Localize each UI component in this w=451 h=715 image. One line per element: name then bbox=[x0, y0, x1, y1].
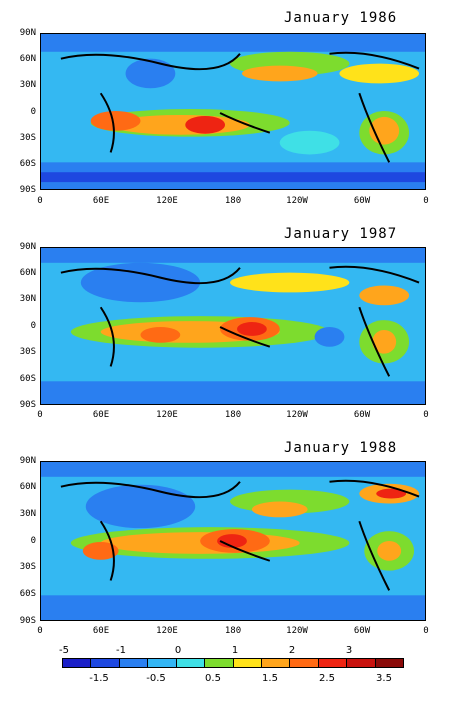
lon-label-1988-180: 180 bbox=[224, 626, 242, 636]
colorbar-swatch bbox=[261, 659, 291, 667]
lat-label-1986-60n: 60N bbox=[19, 54, 36, 64]
lon-label-1987-120e: 120E bbox=[156, 410, 178, 420]
lon-label-1986-60e: 60E bbox=[92, 196, 110, 206]
map-1987 bbox=[40, 247, 426, 405]
colorbar-bottom-label-0-5: 0.5 bbox=[205, 673, 221, 684]
lat-label-1987-30n: 30N bbox=[19, 294, 36, 304]
lat-label-1986-60s: 60S bbox=[19, 159, 36, 169]
map-1986 bbox=[40, 33, 426, 190]
colorbar bbox=[62, 658, 404, 668]
lat-label-1987-60n: 60N bbox=[19, 268, 36, 278]
colorbar-top-label-3: 3 bbox=[345, 645, 353, 656]
colorbar-top-label-2: 2 bbox=[288, 645, 296, 656]
colorbar-bottom-label-2-5: 2.5 bbox=[319, 673, 335, 684]
lon-label-1987-60w: 60W bbox=[353, 410, 371, 420]
lat-label-1987-0: 0 bbox=[30, 321, 36, 331]
lon-label-1988-0-east: 0 bbox=[423, 626, 429, 636]
lat-label-1988-60n: 60N bbox=[19, 482, 36, 492]
colorbar-bottom-label-neg1-5: -1.5 bbox=[89, 673, 109, 684]
lat-label-1988-90s: 90S bbox=[19, 616, 36, 626]
colorbar-swatch bbox=[148, 659, 177, 667]
panel-title-1988: January 1988 bbox=[284, 440, 398, 456]
colorbar-swatch bbox=[318, 659, 348, 667]
lon-label-1987-0-east: 0 bbox=[423, 410, 429, 420]
map-1988 bbox=[40, 461, 426, 621]
lon-label-1986-0: 0 bbox=[37, 196, 43, 206]
colorbar-swatch bbox=[91, 659, 120, 667]
lat-label-1987-90n: 90N bbox=[19, 242, 36, 252]
lon-label-1987-60e: 60E bbox=[92, 410, 110, 420]
colorbar-bottom-label-1-5: 1.5 bbox=[262, 673, 278, 684]
lat-label-1988-60s: 60S bbox=[19, 589, 36, 599]
lon-label-1986-0-east: 0 bbox=[423, 196, 429, 206]
lat-label-1988-30s: 30S bbox=[19, 562, 36, 572]
colorbar-top-label-neg5: -5 bbox=[59, 645, 69, 656]
colorbar-swatch bbox=[63, 659, 92, 667]
lon-label-1988-120e: 120E bbox=[156, 626, 178, 636]
lat-label-1988-90n: 90N bbox=[19, 456, 36, 466]
colorbar-swatch bbox=[375, 659, 404, 667]
lon-label-1987-180: 180 bbox=[224, 410, 242, 420]
lon-label-1987-120w: 120W bbox=[286, 410, 308, 420]
lat-label-1987-90s: 90S bbox=[19, 400, 36, 410]
panel-title-1987: January 1987 bbox=[284, 226, 398, 242]
lon-label-1987-0: 0 bbox=[37, 410, 43, 420]
lat-label-1988-30n: 30N bbox=[19, 509, 36, 519]
lon-label-1988-60e: 60E bbox=[92, 626, 110, 636]
lat-label-1987-30s: 30S bbox=[19, 347, 36, 357]
colorbar-swatch bbox=[347, 659, 376, 667]
colorbar-swatch bbox=[176, 659, 206, 667]
colorbar-swatch bbox=[290, 659, 319, 667]
colorbar-top-label-0: 0 bbox=[174, 645, 182, 656]
lon-label-1986-180: 180 bbox=[224, 196, 242, 206]
lon-label-1986-120e: 120E bbox=[156, 196, 178, 206]
lat-label-1986-90s: 90S bbox=[19, 185, 36, 195]
colorbar-bottom-label-3-5: 3.5 bbox=[376, 673, 392, 684]
lon-label-1988-120w: 120W bbox=[286, 626, 308, 636]
lat-label-1986-0: 0 bbox=[30, 107, 36, 117]
lat-label-1986-30s: 30S bbox=[19, 133, 36, 143]
lat-label-1986-30n: 30N bbox=[19, 80, 36, 90]
colorbar-top-label-1: 1 bbox=[231, 645, 239, 656]
lat-label-1986-90n: 90N bbox=[19, 28, 36, 38]
colorbar-swatch bbox=[233, 659, 262, 667]
colorbar-bottom-label-neg0-5: -0.5 bbox=[146, 673, 166, 684]
lon-label-1986-60w: 60W bbox=[353, 196, 371, 206]
colorbar-swatch bbox=[119, 659, 149, 667]
panel-title-1986: January 1986 bbox=[284, 10, 398, 26]
lon-label-1988-0: 0 bbox=[37, 626, 43, 636]
colorbar-top-label-neg1: -1 bbox=[116, 645, 126, 656]
lon-label-1988-60w: 60W bbox=[353, 626, 371, 636]
lat-label-1988-0: 0 bbox=[30, 536, 36, 546]
colorbar-swatch bbox=[205, 659, 234, 667]
lon-label-1986-120w: 120W bbox=[286, 196, 308, 206]
lat-label-1987-60s: 60S bbox=[19, 374, 36, 384]
